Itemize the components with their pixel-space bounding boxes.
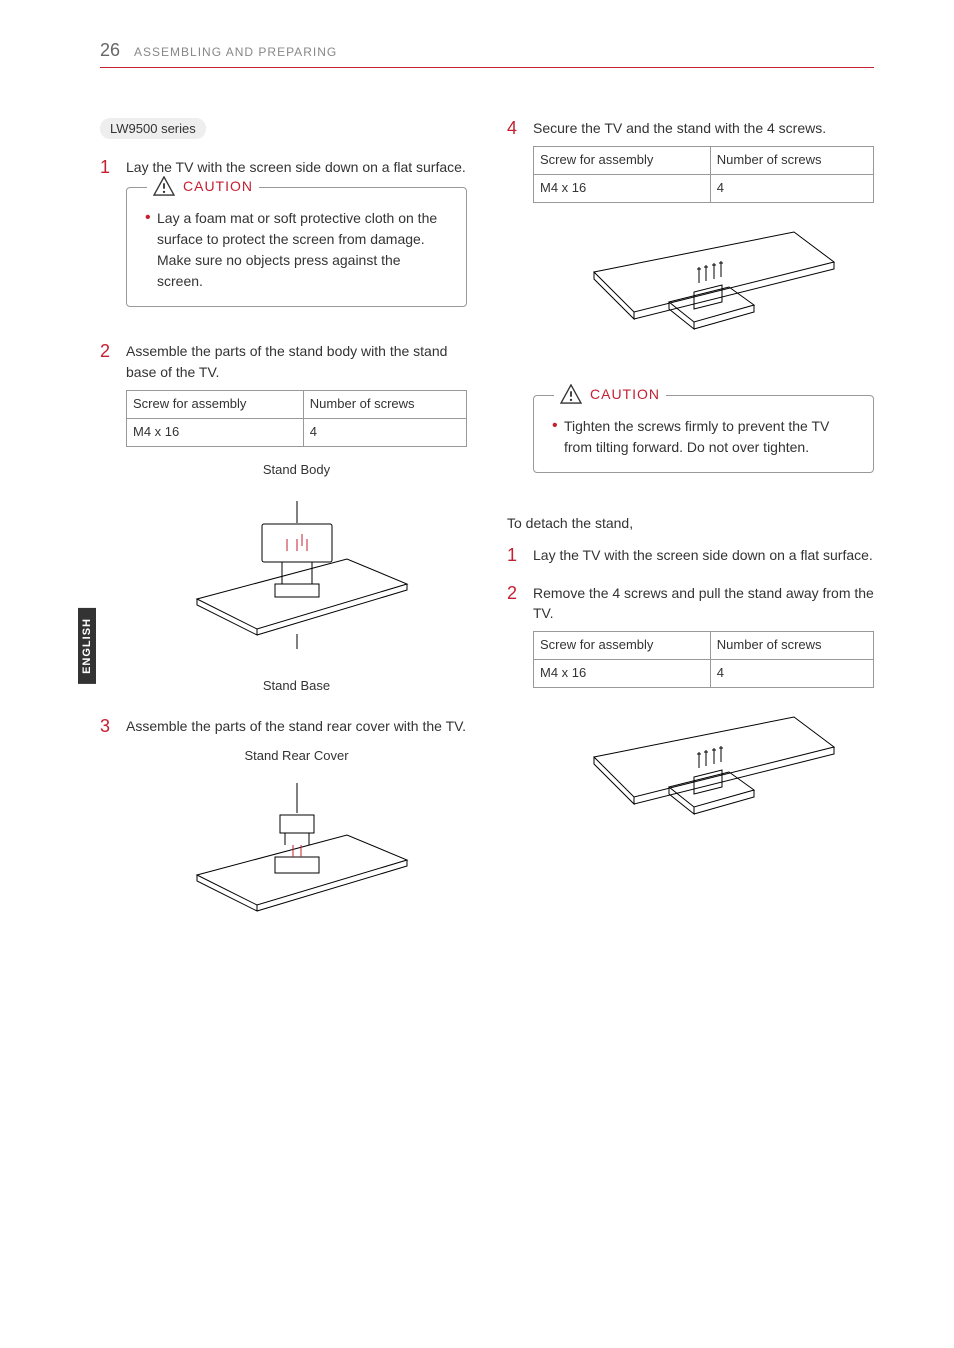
step-number: 1 xyxy=(507,545,519,567)
right-column: 4 Secure the TV and the stand with the 4… xyxy=(507,118,874,969)
table-cell: M4 x 16 xyxy=(127,418,304,446)
caution-text: Tighten the screws firmly to prevent the… xyxy=(552,416,855,458)
step-number: 3 xyxy=(100,716,112,953)
diagram-label: Stand Body xyxy=(126,461,467,480)
table-header: Screw for assembly xyxy=(534,147,711,175)
table-header: Screw for assembly xyxy=(127,390,304,418)
page-header: 26 ASSEMBLING AND PREPARING xyxy=(100,40,874,68)
caution-box: CAUTION Lay a foam mat or soft protectiv… xyxy=(126,187,467,307)
series-tag: LW9500 series xyxy=(100,118,206,139)
page-number: 26 xyxy=(100,40,120,61)
caution-label: CAUTION xyxy=(183,176,253,196)
step-number: 1 xyxy=(100,157,112,325)
caution-text: Lay a foam mat or soft protective cloth … xyxy=(145,208,448,292)
step-text: Remove the 4 screws and pull the stand a… xyxy=(533,585,874,621)
step-1: 1 Lay the TV with the screen side down o… xyxy=(100,157,467,325)
table-cell: 4 xyxy=(710,660,873,688)
step-3: 3 Assemble the parts of the stand rear c… xyxy=(100,716,467,953)
table-header: Number of screws xyxy=(710,632,873,660)
diagram-label: Stand Base xyxy=(126,677,467,696)
step-text: Assemble the parts of the stand rear cov… xyxy=(126,718,466,734)
table-cell: 4 xyxy=(710,175,873,203)
step-2: 2 Assemble the parts of the stand body w… xyxy=(100,341,467,700)
rear-cover-diagram xyxy=(167,775,427,935)
step-text: Assemble the parts of the stand body wit… xyxy=(126,343,447,379)
language-tab: ENGLISH xyxy=(78,608,96,684)
step-number: 4 xyxy=(507,118,519,491)
table-header: Number of screws xyxy=(303,390,466,418)
detach-diagram xyxy=(554,702,854,862)
caution-label: CAUTION xyxy=(590,384,660,404)
detach-step-1: 1 Lay the TV with the screen side down o… xyxy=(507,545,874,567)
section-title: ASSEMBLING AND PREPARING xyxy=(134,45,337,59)
detach-step-2: 2 Remove the 4 screws and pull the stand… xyxy=(507,583,874,880)
screw-table: Screw for assembly Number of screws M4 x… xyxy=(533,146,874,203)
table-header: Screw for assembly xyxy=(534,632,711,660)
detach-intro: To detach the stand, xyxy=(507,515,874,531)
secure-diagram xyxy=(554,217,854,377)
caution-box: CAUTION Tighten the screws firmly to pre… xyxy=(533,395,874,473)
step-text: Lay the TV with the screen side down on … xyxy=(533,547,873,563)
screw-table: Screw for assembly Number of screws M4 x… xyxy=(126,390,467,447)
table-header: Number of screws xyxy=(710,147,873,175)
step-number: 2 xyxy=(100,341,112,700)
diagram-label: Stand Rear Cover xyxy=(126,747,467,766)
step-number: 2 xyxy=(507,583,519,880)
table-cell: 4 xyxy=(303,418,466,446)
caution-icon xyxy=(560,384,582,404)
table-cell: M4 x 16 xyxy=(534,660,711,688)
step-4: 4 Secure the TV and the stand with the 4… xyxy=(507,118,874,491)
step-text: Lay the TV with the screen side down on … xyxy=(126,159,466,175)
table-cell: M4 x 16 xyxy=(534,175,711,203)
stand-body-diagram xyxy=(167,489,427,659)
caution-icon xyxy=(153,176,175,196)
screw-table: Screw for assembly Number of screws M4 x… xyxy=(533,631,874,688)
left-column: LW9500 series 1 Lay the TV with the scre… xyxy=(100,118,467,969)
step-text: Secure the TV and the stand with the 4 s… xyxy=(533,120,826,136)
